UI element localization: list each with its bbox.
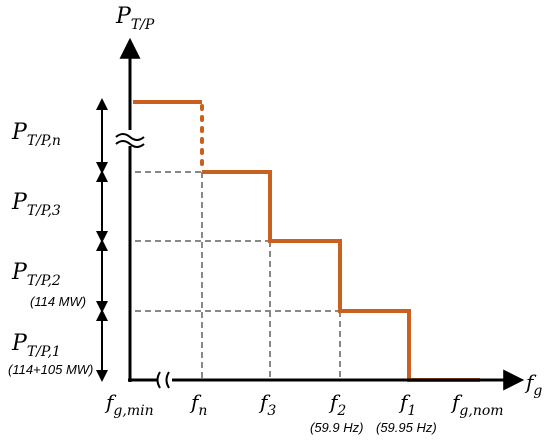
step-curve-main: [202, 170, 480, 382]
x-tick-f3: f3: [260, 390, 277, 419]
level-note-1: (114+105 MW): [8, 362, 94, 377]
x-tick-fgmin: fg,min: [106, 390, 154, 419]
level-label-2: PT/P,2: [12, 260, 61, 289]
y-axis-break: [115, 130, 145, 148]
x-tick-fn: fn: [191, 390, 208, 419]
x-tick-fgnom: fg,nom: [452, 390, 504, 419]
step-curve: [133, 100, 480, 382]
grid-lines: [135, 171, 341, 380]
level-label-1: PT/P,1: [12, 331, 61, 360]
level-note-2: (114 MW): [30, 294, 87, 309]
x-axis-title: fg: [526, 370, 543, 399]
x-axis-break: [156, 370, 172, 390]
y-axis-title: PT/P: [116, 4, 155, 33]
x-tick-note-f2: (59.9 Hz): [310, 420, 364, 435]
x-tick-note-f1: (59.95 Hz): [376, 420, 437, 435]
level-label-3: PT/P,3: [12, 190, 61, 219]
level-label-n: PT/P,n: [12, 120, 61, 149]
x-tick-f2: f2: [330, 390, 347, 419]
x-tick-f1: f1: [400, 390, 417, 419]
